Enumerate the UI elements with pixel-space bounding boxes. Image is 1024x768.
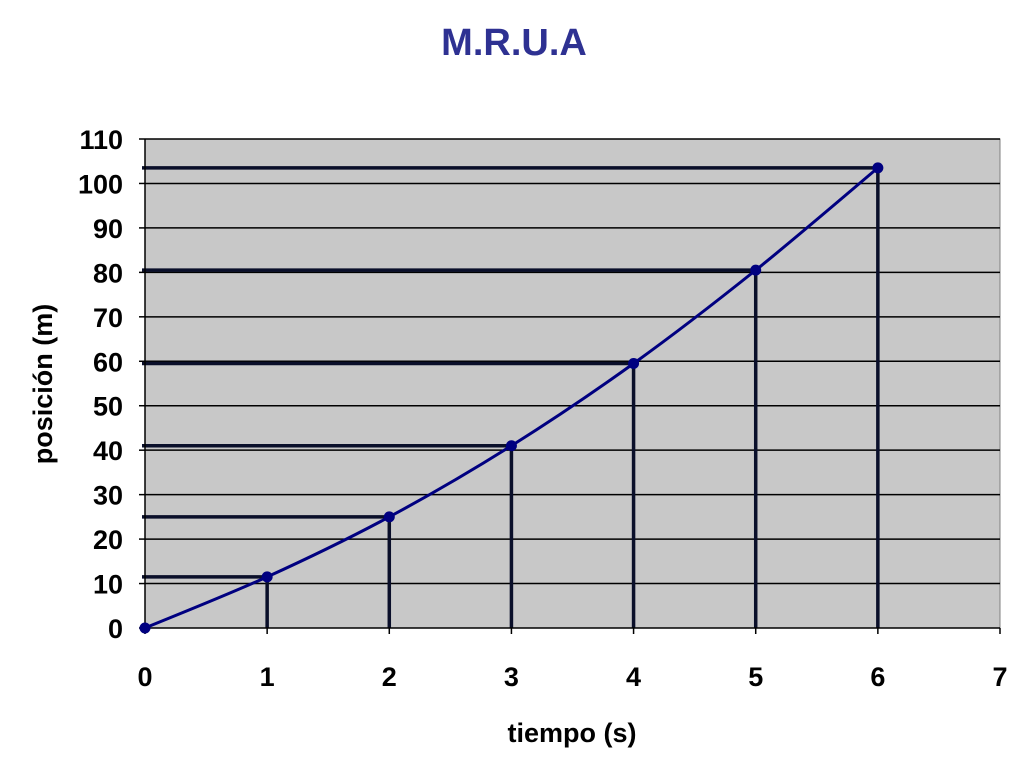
y-tick-label: 70 xyxy=(93,303,123,333)
data-point xyxy=(383,511,395,523)
plot-area xyxy=(144,138,1001,629)
x-tick-label: 0 xyxy=(137,662,152,692)
reference-lines xyxy=(142,166,880,628)
y-tick-label: 10 xyxy=(93,570,123,600)
x-axis-label: tiempo (s) xyxy=(507,718,636,748)
data-point xyxy=(872,162,884,174)
y-tick-label: 110 xyxy=(79,125,123,155)
x-tick-label: 3 xyxy=(504,662,519,692)
data-point xyxy=(505,440,517,452)
tick-labels: 0 10 20 30 40 50 60 70 80 90 100 110 0 1 2 3 4 5 6 7 xyxy=(78,125,1008,692)
y-tick-label: 0 xyxy=(108,614,123,644)
data-point xyxy=(261,571,273,583)
y-axis-label: posición (m) xyxy=(28,304,58,465)
series-layer xyxy=(139,162,884,634)
x-tick-label: 7 xyxy=(992,662,1007,692)
y-tick-label: 30 xyxy=(93,481,123,511)
x-tick-label: 2 xyxy=(382,662,397,692)
chart-title: M.R.U.A xyxy=(441,22,587,64)
y-tick-label: 90 xyxy=(93,214,123,244)
data-point xyxy=(139,622,151,634)
y-tick-label: 40 xyxy=(93,436,123,466)
y-tick-label: 100 xyxy=(78,169,123,199)
y-tick-label: 60 xyxy=(93,347,123,377)
x-tick-label: 1 xyxy=(260,662,275,692)
y-tick-label: 80 xyxy=(93,258,123,288)
x-tick-label: 6 xyxy=(870,662,885,692)
data-point xyxy=(628,357,640,369)
data-point xyxy=(750,264,762,276)
x-tick-label: 5 xyxy=(748,662,763,692)
y-tick-label: 20 xyxy=(93,525,123,555)
y-tick-label: 50 xyxy=(93,392,123,422)
x-tick-label: 4 xyxy=(626,662,641,692)
